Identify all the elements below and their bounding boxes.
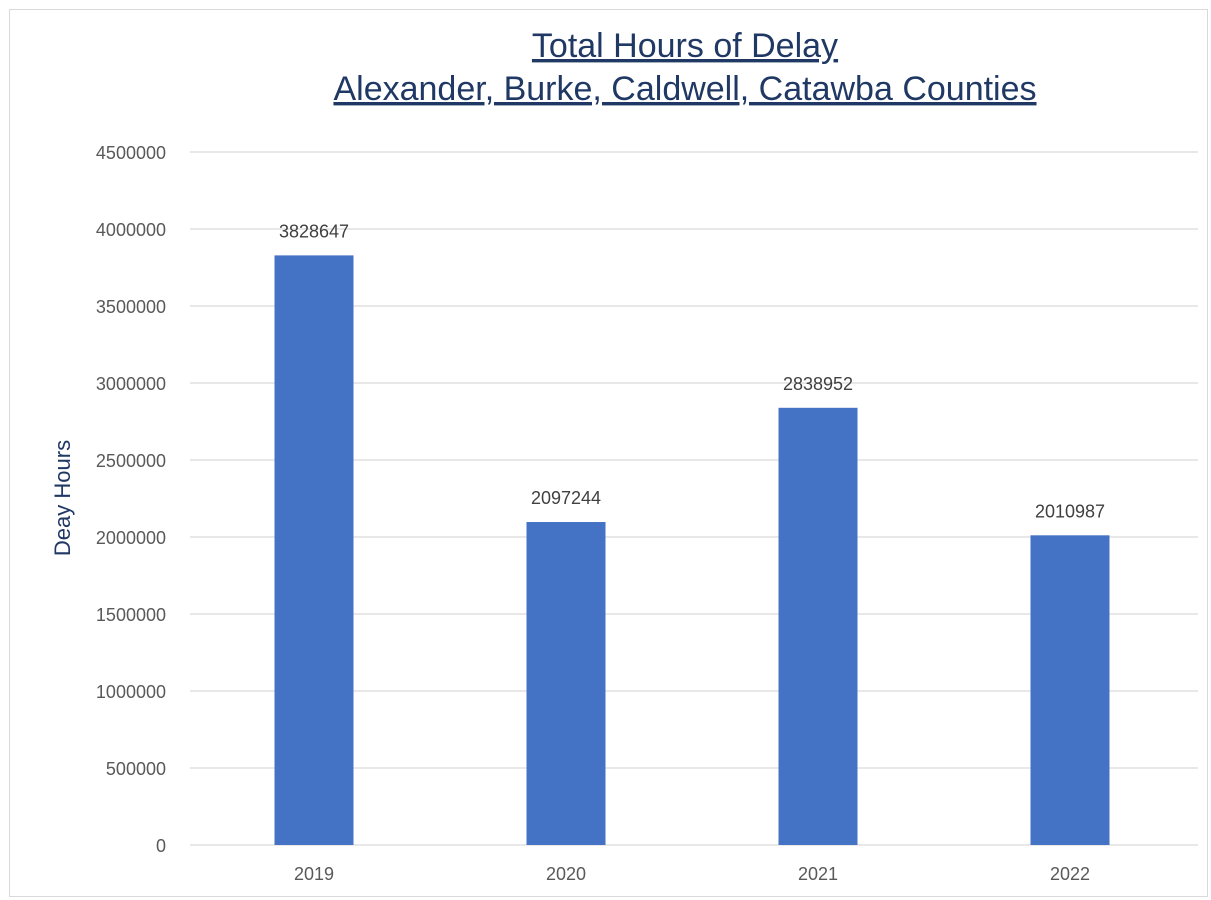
y-axis-label: Deay Hours — [50, 440, 75, 556]
bar-2019 — [274, 255, 354, 845]
x-tick-label-2019: 2019 — [294, 864, 334, 884]
y-tick-label: 3000000 — [96, 374, 166, 394]
y-tick-label: 3500000 — [96, 297, 166, 317]
bar-2021 — [778, 407, 858, 845]
data-label-2020: 2097244 — [531, 488, 601, 508]
y-tick-label: 2500000 — [96, 451, 166, 471]
bar-2020 — [526, 522, 606, 845]
chart-title: Total Hours of Delay — [532, 27, 838, 65]
bars — [274, 255, 1110, 845]
data-label-2021: 2838952 — [783, 374, 853, 394]
data-labels: 3828647 2097244 2838952 2010987 — [279, 221, 1105, 521]
x-axis-ticks: 2019 2020 2021 2022 — [294, 864, 1090, 884]
y-tick-label: 4500000 — [96, 143, 166, 163]
bar-2022 — [1030, 535, 1110, 845]
chart-frame — [9, 9, 1208, 897]
x-tick-label-2021: 2021 — [798, 864, 838, 884]
y-tick-label: 2000000 — [96, 528, 166, 548]
data-label-2019: 3828647 — [279, 221, 349, 241]
y-tick-label: 1500000 — [96, 605, 166, 625]
x-tick-label-2020: 2020 — [546, 864, 586, 884]
y-tick-label: 1000000 — [96, 682, 166, 702]
chart-subtitle: Alexander, Burke, Caldwell, Catawba Coun… — [333, 70, 1036, 108]
y-tick-label: 0 — [156, 836, 166, 856]
y-tick-label: 500000 — [106, 759, 166, 779]
y-axis-ticks: 0 500000 1000000 1500000 2000000 2500000 30000… — [96, 143, 166, 856]
chart-title-group: Total Hours of Delay Alexander, Burke, C… — [333, 27, 1036, 108]
gridlines — [190, 151, 1198, 846]
x-tick-label-2022: 2022 — [1050, 864, 1090, 884]
data-label-2022: 2010987 — [1035, 501, 1105, 521]
y-tick-label: 4000000 — [96, 220, 166, 240]
